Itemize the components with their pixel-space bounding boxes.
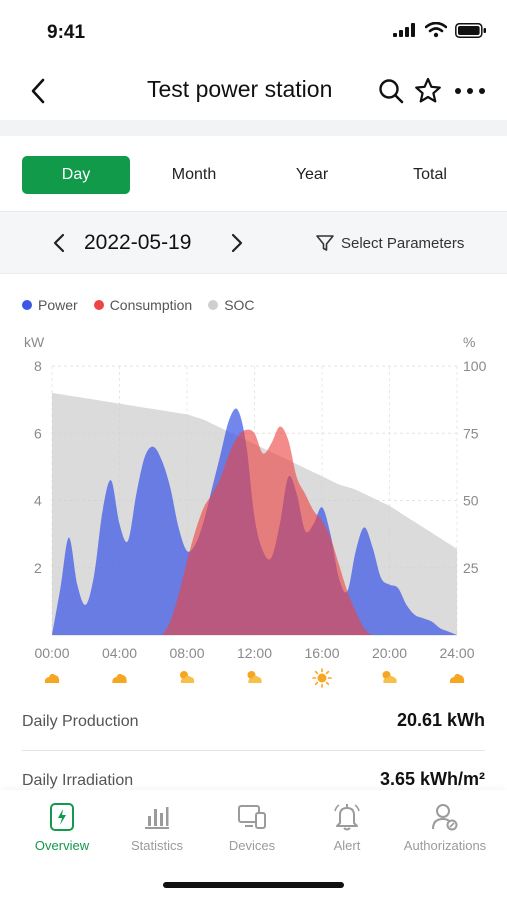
left-axis-tick: 2 [34,560,42,576]
tabbar-item-statistics[interactable]: Statistics [107,802,207,853]
status-icons [393,22,487,38]
tabbar-item-devices[interactable]: Devices [202,802,302,853]
wifi-icon [425,22,447,38]
tabbar-label-alert: Alert [333,838,361,853]
chevron-left-icon [53,233,65,253]
tab-month[interactable]: Month [171,166,217,183]
legend-item-soc[interactable]: SOC [208,297,255,313]
select-parameters-label: Select Parameters [341,234,465,252]
legend-item-consumption[interactable]: Consumption [93,297,193,313]
overview-icon [50,803,74,831]
chart-legend: Power Consumption SOC [22,297,255,313]
tabbar-label-devices: Devices [228,838,276,853]
power-chart[interactable]: kW% 8 6 4 2 100 75 50 25 00:00 04:00 08:00 12:00 16:0… [0,330,507,690]
back-button[interactable] [24,76,54,106]
cloudy-icon [112,673,127,683]
right-axis-unit: % [463,334,475,350]
period-tabs: Day Month Year Total [0,156,507,196]
tabbar-label-authorizations: Authorizations [403,838,487,853]
divider [22,750,485,751]
right-axis-tick: 50 [463,493,479,509]
legend-label-soc: SOC [224,297,255,313]
tabbar-item-overview[interactable]: Overview [12,802,112,853]
right-axis-tick: 25 [463,560,479,576]
tabbar-label-statistics: Statistics [130,838,183,853]
authorizations-icon [432,804,458,831]
right-axis-tick: 100 [463,358,487,374]
cloudy-icon [449,673,465,683]
x-axis-tick: 20:00 [372,645,407,661]
legend-dot-power [22,300,32,310]
left-axis-tick: 4 [34,493,42,509]
power-chart-svg: kW % 8 6 4 2 100 75 50 25 00:00 04:00 08:00 12:00 16:0… [24,334,487,688]
devices-icon [238,805,266,829]
chevron-left-icon [31,78,45,104]
daily-irradiation-value: 3.65 kWh/m² [379,769,485,789]
date-bar: 2022-05-19 Select Parameters [0,211,507,274]
alert-bell-icon [334,804,360,831]
cellular-signal-icon [393,23,415,37]
previous-date-button[interactable] [48,231,70,255]
left-axis-unit: kW [24,334,45,350]
battery-icon [455,22,486,38]
daily-production-row: Daily Production 20.61 kWh [22,710,485,731]
status-time: 9:41 [47,22,86,43]
page-title: Test power station [147,76,333,102]
x-axis-tick: 16:00 [304,645,339,661]
right-axis-tick: 75 [463,425,479,441]
series-consumption-area [52,426,457,635]
partly-sunny-icon [247,671,262,683]
tab-day[interactable]: Day [22,156,130,194]
nav-bar: Test power station [0,62,507,120]
daily-irradiation-label: Daily Irradiation [22,772,134,789]
tabbar-item-authorizations[interactable]: Authorizations [395,802,495,853]
tabbar-item-alert[interactable]: Alert [297,802,397,853]
x-axis-tick: 24:00 [439,645,474,661]
status-bar: 9:41 [0,0,507,60]
filter-icon [316,235,334,251]
tab-total[interactable]: Total [413,166,447,183]
select-parameters-button[interactable]: Select Parameters [315,233,464,253]
tabbar-label-overview: Overview [34,838,90,853]
legend-dot-consumption [93,300,104,310]
x-axis-tick: 00:00 [34,645,69,661]
x-axis-tick: 04:00 [102,645,137,661]
star-icon[interactable] [413,76,443,106]
x-axis-tick: 08:00 [169,645,204,661]
search-icon[interactable] [376,76,406,106]
legend-dot-soc [208,300,219,310]
daily-production-value: 20.61 kWh [396,710,485,730]
x-axis-tick: 12:00 [237,645,272,661]
daily-irradiation-row: Daily Irradiation 3.65 kWh/m² [22,769,485,790]
legend-label-power: Power [38,297,78,313]
section-gap [0,120,507,136]
left-axis-tick: 8 [34,358,42,374]
more-icon[interactable] [453,76,487,106]
date-label[interactable]: 2022-05-19 [84,231,192,254]
next-date-button[interactable] [226,231,248,255]
left-axis-tick: 6 [34,425,42,441]
partly-sunny-icon [180,671,195,683]
partly-sunny-icon [382,671,397,683]
daily-production-label: Daily Production [22,713,139,730]
home-indicator [163,882,344,888]
sunny-icon [312,668,332,688]
chevron-right-icon [231,233,243,253]
cloudy-icon [44,673,60,683]
legend-item-power[interactable]: Power [22,297,78,313]
tab-year[interactable]: Year [295,166,329,183]
legend-label-consumption: Consumption [109,297,193,313]
statistics-icon [145,807,169,829]
bottom-tab-bar: Overview Statistics Devices Alert [0,790,507,900]
